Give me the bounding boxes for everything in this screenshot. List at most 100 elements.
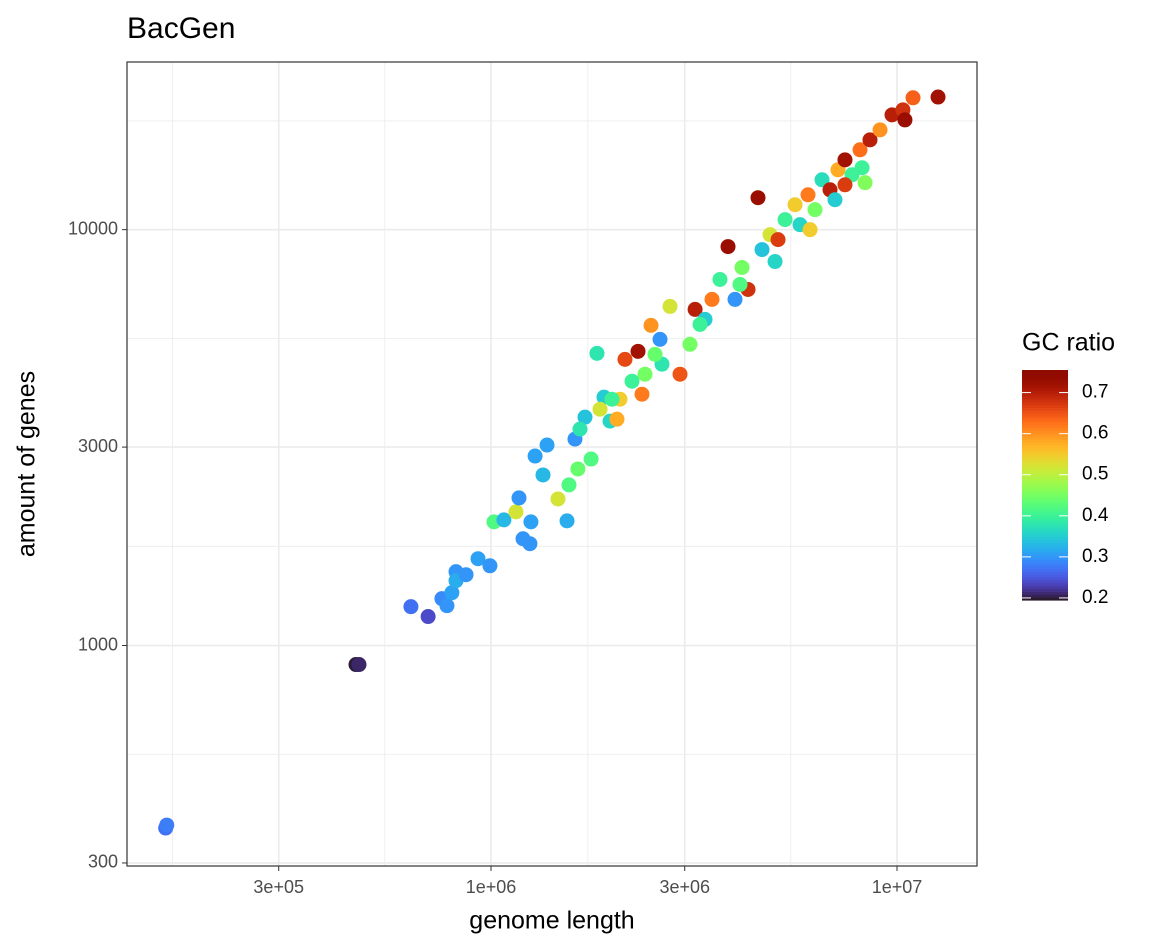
point — [527, 448, 543, 464]
colorbar-segment — [1022, 393, 1068, 397]
point — [444, 585, 460, 601]
point — [905, 90, 921, 106]
colorbar-segment — [1022, 585, 1068, 590]
panel-border — [126, 61, 978, 867]
point — [550, 491, 566, 507]
colorbar-segment — [1022, 531, 1068, 535]
colorbar-segment — [1022, 493, 1068, 498]
colorbar-segment — [1022, 539, 1068, 544]
point — [750, 190, 766, 206]
colorbar-segment — [1022, 390, 1068, 394]
point — [732, 276, 748, 292]
colorbar-segment — [1022, 490, 1068, 495]
point — [496, 512, 512, 528]
point — [439, 598, 455, 614]
point — [634, 386, 650, 402]
colorbar-segment — [1022, 496, 1068, 500]
x-axis-title: genome length — [469, 907, 634, 935]
point — [570, 461, 586, 477]
point — [159, 817, 175, 833]
colorbar-segment — [1022, 482, 1068, 486]
point — [589, 345, 605, 361]
colorbar-segment — [1022, 378, 1068, 383]
point — [827, 192, 843, 208]
colorbar-segment — [1022, 416, 1068, 420]
point — [420, 609, 436, 625]
point — [872, 122, 888, 138]
point — [837, 152, 853, 168]
point — [624, 373, 640, 389]
point — [592, 401, 608, 417]
colorbar-segment — [1022, 447, 1068, 452]
point — [511, 490, 527, 506]
point — [682, 336, 698, 352]
colorbar-segment — [1022, 548, 1068, 552]
colorbar-segment — [1022, 571, 1068, 575]
colorbar-segment — [1022, 462, 1068, 466]
colorbar-tick-label: 0.2 — [1082, 587, 1108, 608]
y-tick-label: 10000 — [68, 218, 118, 238]
point — [482, 558, 498, 574]
colorbar-segment — [1022, 456, 1068, 460]
colorbar-segment — [1022, 579, 1068, 584]
x-tick-label: 1e+06 — [466, 877, 517, 897]
colorbar-segment — [1022, 470, 1068, 475]
y-axis-title: amount of genes — [13, 371, 41, 557]
point — [572, 421, 588, 437]
colorbar-tick-label: 0.7 — [1082, 382, 1108, 403]
colorbar-segment — [1022, 513, 1068, 518]
point — [662, 298, 678, 314]
colorbar-segment — [1022, 502, 1068, 506]
point — [800, 187, 816, 203]
colorbar-segment — [1022, 427, 1068, 431]
point — [777, 212, 793, 228]
point — [770, 232, 786, 248]
colorbar-segment — [1022, 375, 1068, 380]
colorbar-segment — [1022, 505, 1068, 509]
colorbar-tick-label: 0.5 — [1082, 464, 1108, 485]
colorbar-segment — [1022, 395, 1068, 400]
point — [647, 346, 663, 362]
colorbar-segment — [1022, 525, 1068, 529]
point — [704, 291, 720, 307]
colorbar-segment — [1022, 562, 1068, 567]
colorbar-segment — [1022, 565, 1068, 569]
point — [609, 411, 625, 427]
colorbar-segment — [1022, 421, 1068, 426]
colorbar-segment — [1022, 444, 1068, 449]
colorbar-segment — [1022, 433, 1068, 437]
legend-title: GC ratio — [1022, 329, 1115, 357]
colorbar-segment — [1022, 545, 1068, 549]
colorbar-segment — [1022, 582, 1068, 587]
colorbar-segment — [1022, 424, 1068, 429]
x-tick-label: 3e+05 — [253, 877, 304, 897]
colorbar-segment — [1022, 404, 1068, 408]
colorbar-segment — [1022, 370, 1068, 374]
colorbar-segment — [1022, 508, 1068, 512]
colorbar-segment — [1022, 597, 1068, 601]
colorbar-segment — [1022, 551, 1068, 555]
colorbar-segment — [1022, 594, 1068, 598]
point — [535, 467, 551, 483]
colorbar-segment — [1022, 464, 1068, 469]
point — [720, 239, 736, 255]
colorbar-segment — [1022, 473, 1068, 477]
point — [522, 536, 538, 552]
colorbar-segment — [1022, 487, 1068, 492]
point — [617, 351, 633, 367]
colorbar-segment — [1022, 536, 1068, 541]
colorbar-segment — [1022, 372, 1068, 377]
colorbar-segment — [1022, 510, 1068, 515]
point — [712, 271, 728, 287]
y-tick-label: 1000 — [78, 634, 118, 654]
y-tick-label: 3000 — [78, 436, 118, 456]
colorbar-segment — [1022, 568, 1068, 572]
point — [652, 331, 668, 347]
point — [854, 160, 870, 176]
point — [539, 437, 555, 453]
point — [897, 112, 913, 128]
colorbar-segment — [1022, 522, 1068, 526]
point — [458, 567, 474, 583]
point — [470, 551, 486, 567]
point — [787, 197, 803, 213]
